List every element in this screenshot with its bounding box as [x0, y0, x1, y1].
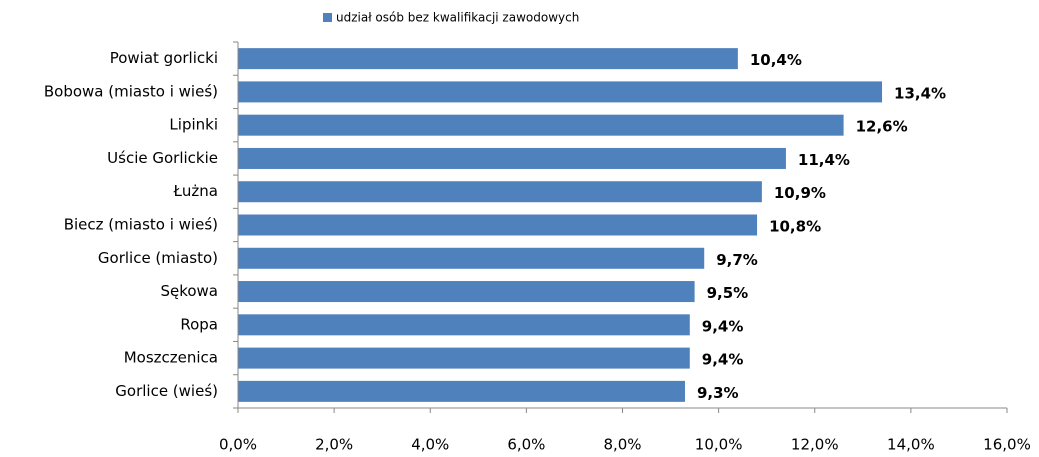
bar: [238, 214, 758, 236]
bar: [238, 147, 786, 169]
y-tick-label: Biecz (miasto i wieś): [64, 216, 218, 234]
x-tick-label: 0,0%: [219, 436, 257, 454]
bar: [238, 48, 738, 70]
bar: [238, 114, 844, 136]
value-label: 9,4%: [702, 317, 744, 335]
value-label: 13,4%: [894, 84, 946, 102]
bar: [238, 380, 685, 402]
y-tick-label: Łużna: [172, 182, 218, 200]
x-tick-label: 14,0%: [887, 436, 935, 454]
y-tick-label: Lipinki: [169, 116, 218, 134]
x-tick-label: 6,0%: [507, 436, 545, 454]
value-label: 10,9%: [774, 184, 826, 202]
x-tick-label: 4,0%: [411, 436, 449, 454]
y-tick-label: Gorlice (miasto): [98, 249, 218, 267]
y-tick-label: Moszczenica: [124, 349, 218, 367]
bar: [238, 247, 705, 269]
value-label: 12,6%: [856, 118, 908, 136]
bar: [238, 81, 883, 103]
value-label: 10,4%: [750, 51, 802, 69]
legend-swatch: [323, 13, 332, 22]
value-label: 11,4%: [798, 151, 850, 169]
x-tick-label: 12,0%: [791, 436, 839, 454]
x-tick-label: 2,0%: [315, 436, 353, 454]
legend-label: udział osób bez kwalifikacji zawodowych: [336, 11, 579, 25]
bar: [238, 347, 690, 369]
value-label: 9,4%: [702, 351, 744, 369]
y-tick-label: Gorlice (wieś): [115, 382, 218, 400]
x-tick-label: 10,0%: [695, 436, 743, 454]
y-tick-label: Uście Gorlickie: [107, 149, 218, 167]
bar: [238, 181, 762, 203]
value-label: 9,3%: [697, 384, 739, 402]
y-tick-label: Bobowa (miasto i wieś): [44, 82, 218, 100]
x-tick-label: 8,0%: [603, 436, 641, 454]
value-label: 9,7%: [716, 251, 758, 269]
bar: [238, 314, 690, 336]
bar: [238, 281, 695, 303]
y-tick-label: Ropa: [180, 315, 218, 333]
value-label: 10,8%: [769, 218, 821, 236]
value-label: 9,5%: [707, 284, 749, 302]
y-tick-label: Powiat gorlicki: [110, 49, 218, 67]
y-tick-label: Sękowa: [160, 282, 218, 300]
x-tick-label: 16,0%: [983, 436, 1031, 454]
